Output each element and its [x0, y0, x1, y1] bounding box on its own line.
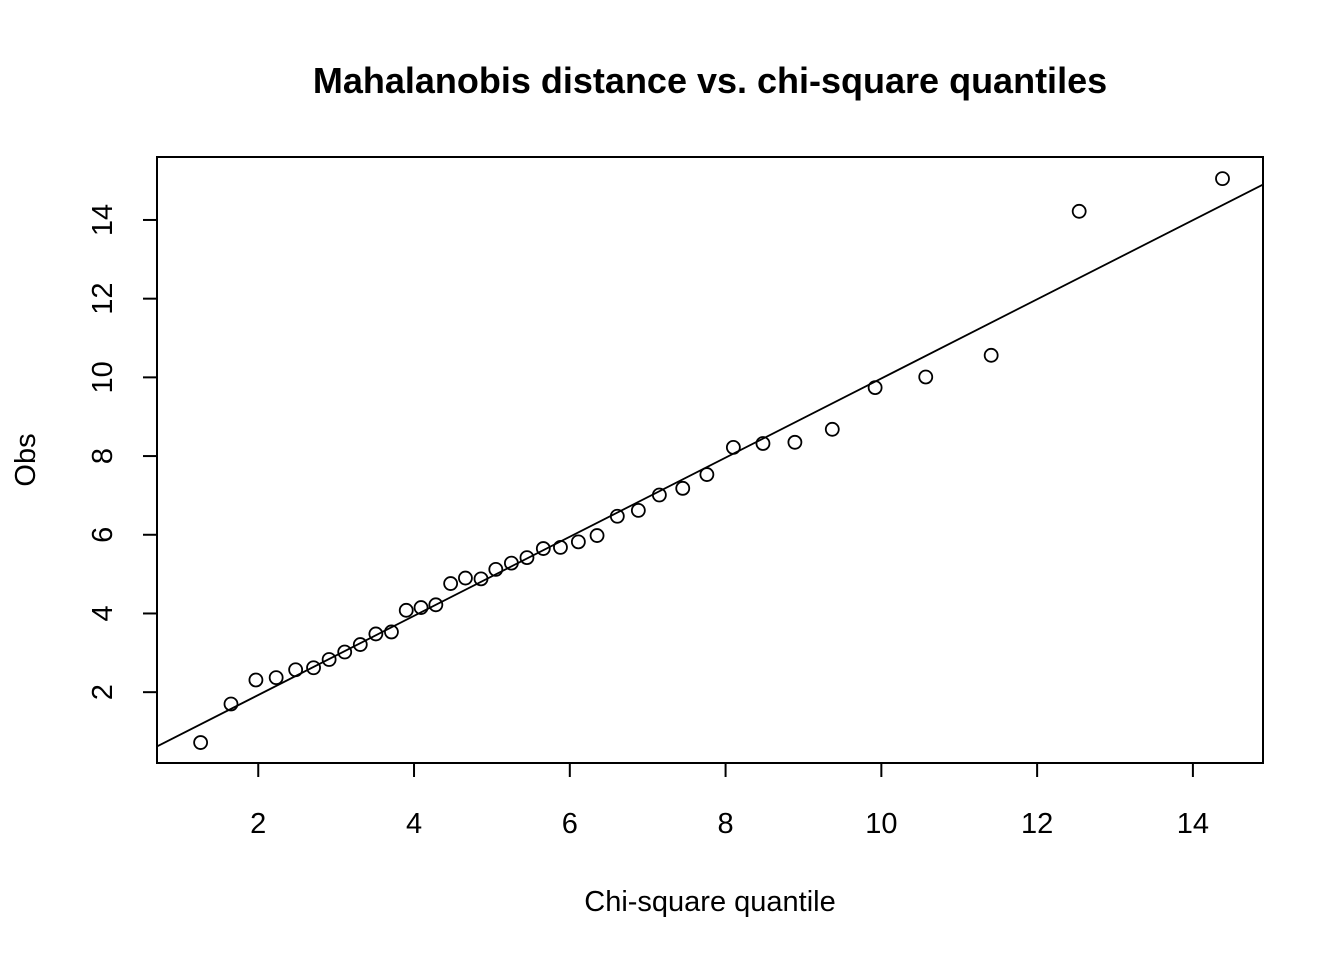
x-tick-label: 12: [1021, 808, 1053, 840]
data-point: [755, 436, 771, 451]
y-tick-label: 14: [87, 204, 119, 236]
data-point: [458, 570, 473, 586]
data-point: [398, 602, 414, 618]
y-axis: 2 4 6 8 10 12 14: [87, 204, 158, 700]
x-tick-label: 8: [718, 808, 734, 840]
data-point: [535, 541, 551, 556]
y-tick-label: 4: [87, 605, 119, 621]
data-point: [473, 571, 489, 587]
data-point: [867, 380, 883, 395]
y-tick-label: 6: [87, 527, 119, 543]
data-point: [1215, 171, 1230, 187]
data-point: [268, 670, 284, 686]
data-point: [337, 644, 353, 660]
data-point: [193, 735, 209, 750]
data-point: [589, 528, 605, 543]
x-tick-label: 6: [562, 808, 578, 840]
data-point: [918, 369, 934, 385]
data-point: [306, 660, 321, 676]
data-point: [288, 662, 304, 678]
data-point: [824, 421, 840, 437]
data-point: [570, 534, 586, 550]
plot-frame: [156, 156, 1264, 764]
y-tick-label: 8: [87, 448, 119, 464]
data-point: [1071, 203, 1087, 219]
x-tick-label: 10: [865, 808, 897, 840]
data-point: [248, 672, 264, 688]
data-point: [699, 467, 715, 482]
x-tick-label: 2: [250, 808, 266, 840]
data-point: [352, 637, 368, 652]
data-point: [321, 652, 337, 667]
data-point: [384, 624, 399, 640]
chart-title: Mahalanobis distance vs. chi-square quan…: [313, 60, 1107, 101]
y-tick-label: 2: [87, 684, 119, 700]
y-tick-label: 10: [87, 361, 119, 393]
data-point: [223, 696, 239, 712]
data-point: [609, 508, 625, 524]
data-point: [787, 434, 803, 450]
y-axis-label: Obs: [10, 433, 42, 486]
x-tick-label: 4: [406, 808, 422, 840]
data-point: [630, 502, 646, 518]
data-point: [503, 555, 519, 571]
y-tick-label: 12: [87, 283, 119, 315]
data-point: [488, 561, 504, 577]
reference-line-layer: [156, 183, 1264, 748]
data-point: [651, 487, 667, 503]
reference-line: [156, 183, 1264, 748]
data-point: [553, 539, 568, 555]
data-point: [725, 440, 741, 455]
x-axis-label: Chi-square quantile: [584, 886, 835, 918]
data-point: [428, 597, 444, 613]
points-layer: [193, 171, 1230, 750]
x-tick-label: 14: [1177, 808, 1209, 840]
data-point: [368, 626, 384, 642]
data-point: [519, 550, 535, 565]
data-point: [443, 576, 459, 591]
data-point: [675, 480, 691, 496]
x-axis: 2 4 6 8 10 12 14: [250, 762, 1209, 840]
data-point: [413, 600, 429, 615]
data-point: [983, 347, 999, 363]
